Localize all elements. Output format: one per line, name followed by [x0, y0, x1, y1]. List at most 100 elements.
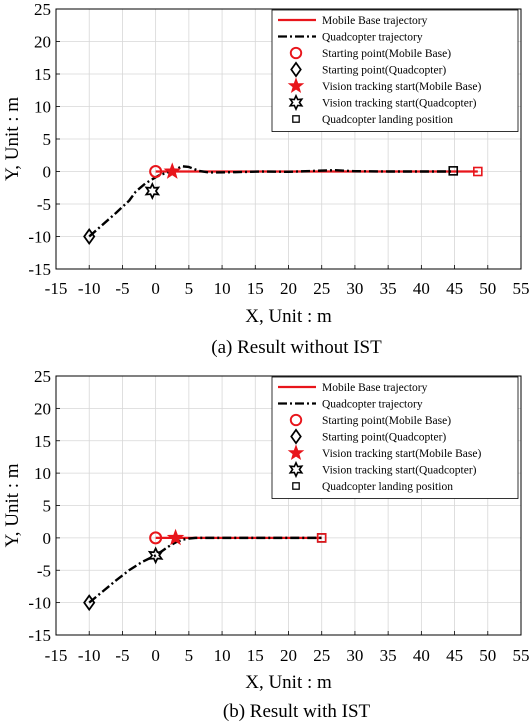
y-tick-label: -5	[37, 561, 51, 580]
x-tick-label: 15	[247, 279, 264, 298]
legend-item: Vision tracking start(Mobile Base)	[287, 444, 481, 461]
legend-item: Quadcopter trajectory	[278, 32, 423, 44]
legend-swatch-square	[292, 115, 300, 123]
x-tick-label: 25	[313, 279, 330, 298]
chart-caption: (b) Result with IST	[223, 701, 371, 722]
legend-item: Quadcopter landing position	[292, 114, 453, 126]
x-tick-label: 45	[446, 279, 463, 298]
x-tick-label: 15	[247, 646, 264, 665]
legend-label: Quadcopter landing position	[322, 114, 453, 126]
legend-item: Mobile Base trajectory	[278, 382, 428, 394]
legend-item: Quadcopter trajectory	[278, 399, 423, 411]
y-tick-label: 15	[34, 432, 51, 451]
marker-star-filled	[166, 528, 185, 546]
x-tick-label: 45	[446, 646, 463, 665]
x-tick-label: 30	[346, 279, 363, 298]
legend-item: Vision tracking start(Quadcopter)	[288, 93, 477, 112]
y-tick-label: 0	[43, 163, 52, 182]
x-tick-label: -10	[78, 279, 101, 298]
legend-item: Starting point(Quadcopter)	[290, 61, 446, 78]
y-tick-label: -10	[28, 594, 51, 613]
y-tick-label: -15	[28, 626, 51, 645]
legend-swatch-star-filled	[287, 77, 305, 94]
legend-label: Quadcopter trajectory	[322, 399, 423, 411]
legend-swatch-diamond	[290, 428, 302, 445]
y-axis-label: Y, Unit : m	[2, 463, 23, 547]
x-tick-label: -15	[45, 279, 68, 298]
legend-item: Starting point(Quadcopter)	[290, 428, 446, 445]
y-tick-label: 20	[34, 33, 51, 52]
x-tick-label: 10	[214, 646, 231, 665]
x-tick-label: 40	[413, 646, 430, 665]
series-quadcopter-trajectory	[88, 165, 454, 238]
legend-swatch-star-filled	[287, 444, 305, 461]
x-tick-label: 35	[380, 646, 397, 665]
legend-item: Vision tracking start(Quadcopter)	[288, 460, 477, 479]
legend-item: Vision tracking start(Mobile Base)	[287, 77, 481, 94]
x-axis-label: X, Unit : m	[245, 672, 332, 693]
x-tick-label: 50	[479, 279, 496, 298]
marker-hexagram	[144, 181, 161, 201]
y-tick-label: 0	[43, 529, 52, 548]
marker-square	[448, 166, 459, 176]
marker-diamond	[83, 227, 96, 246]
x-tick-label: 20	[280, 646, 297, 665]
marker-hexagram	[147, 546, 164, 565]
legend-label: Mobile Base trajectory	[322, 15, 428, 27]
y-tick-label: 15	[34, 65, 51, 84]
marker-circle	[149, 165, 163, 178]
legend-item: Mobile Base trajectory	[278, 15, 428, 27]
x-tick-label: 5	[185, 279, 194, 298]
legend-swatch-circle	[289, 413, 303, 427]
x-tick-label: 30	[346, 646, 363, 665]
legend-swatch-square	[292, 482, 300, 490]
chart-a: -15 -10 -5 0 5 10 15 20 25 30 35 40 45 50 552520151050…	[2, 0, 530, 358]
legend-label: Starting point(Mobile Base)	[322, 48, 451, 60]
legend-item: Starting point(Mobile Base)	[289, 46, 451, 60]
legend-label: Vision tracking start(Mobile Base)	[322, 81, 481, 93]
legend-label: Vision tracking start(Mobile Base)	[322, 448, 481, 460]
x-tick-label: 55	[513, 279, 530, 298]
x-tick-label: -5	[115, 279, 129, 298]
legend-swatch-diamond	[290, 61, 302, 78]
chart-b: -15 -10 -5 0 5 10 15 20 25 30 35 40 45 50 552520151050…	[2, 367, 530, 722]
y-tick-label: 20	[34, 399, 51, 418]
legend-label: Quadcopter landing position	[322, 481, 453, 493]
x-tick-label: 35	[380, 279, 397, 298]
y-tick-label: -10	[28, 228, 51, 247]
marker-star-filled	[163, 162, 181, 179]
legend-swatch-hexagram	[288, 93, 304, 112]
legend-label: Starting point(Mobile Base)	[322, 415, 451, 427]
x-tick-label: 50	[479, 646, 496, 665]
x-tick-label: 20	[280, 279, 297, 298]
x-tick-label: 40	[413, 279, 430, 298]
x-tick-label: 0	[151, 646, 160, 665]
marker-circle	[149, 531, 163, 545]
legend-label: Vision tracking start(Quadcopter)	[322, 98, 477, 110]
y-tick-label: 25	[34, 0, 51, 19]
legend-label: Quadcopter trajectory	[322, 32, 423, 44]
marker-square	[316, 533, 327, 543]
legend-box	[271, 9, 519, 132]
y-tick-label: -15	[28, 260, 51, 279]
x-axis-label: X, Unit : m	[245, 306, 332, 327]
legend-swatch-circle	[289, 46, 303, 60]
legend-box	[271, 376, 519, 499]
x-tick-label: 5	[185, 646, 194, 665]
x-tick-label: -5	[115, 646, 129, 665]
y-tick-label: 25	[34, 367, 51, 386]
series-quadcopter-trajectory	[88, 536, 322, 604]
legend-label: Mobile Base trajectory	[322, 382, 428, 394]
x-tick-label: -10	[78, 646, 101, 665]
legend-item: Quadcopter landing position	[292, 481, 453, 493]
y-axis-label: Y, Unit : m	[2, 97, 23, 181]
x-tick-label: 55	[513, 646, 530, 665]
y-tick-label: 5	[43, 497, 52, 516]
x-tick-label: -15	[45, 646, 68, 665]
legend-label: Starting point(Quadcopter)	[322, 65, 446, 77]
legend-item: Starting point(Mobile Base)	[289, 413, 451, 427]
marker-square	[473, 166, 483, 177]
legend-label: Vision tracking start(Quadcopter)	[322, 465, 477, 477]
x-tick-label: 0	[151, 279, 160, 298]
